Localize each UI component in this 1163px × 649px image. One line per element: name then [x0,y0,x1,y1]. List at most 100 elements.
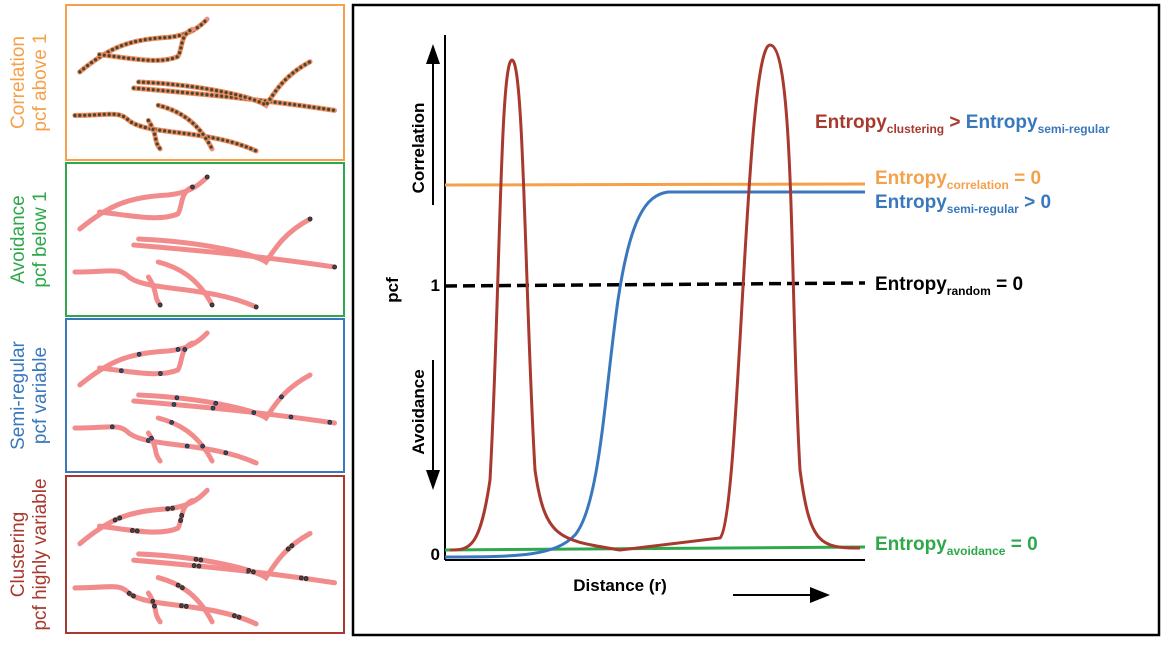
particle [94,58,98,62]
particle [138,38,142,42]
particle [183,115,187,119]
particle [73,113,77,117]
particle [171,506,175,510]
particle [83,113,87,117]
particle [134,122,138,126]
particle [191,121,195,125]
particle [135,529,139,533]
particle [176,90,180,94]
particle [287,74,291,78]
particle [107,112,111,116]
particle [194,557,198,561]
avoidance-curve [445,547,865,550]
particle [141,58,145,62]
panel-subtitle: pcf variable [30,347,51,444]
particle [220,94,224,98]
particle [146,118,150,122]
particle [136,57,140,61]
particle [249,147,253,151]
particle [307,60,311,64]
annotation-part: = 0 [1009,168,1041,189]
particle [171,82,175,86]
particle [168,130,172,134]
particle [280,395,284,399]
particle [197,564,201,568]
particle [207,141,211,145]
subscript: correlation [947,178,1009,192]
particle [210,88,214,92]
particle [170,108,174,112]
particle [284,78,288,82]
region-label: Correlation [409,103,428,194]
particle [211,406,215,410]
particle [90,61,94,65]
particle [143,38,147,42]
particle [181,83,185,87]
particle [214,401,218,405]
particle [170,56,174,60]
particle [132,594,136,598]
particle [290,544,294,548]
particle [146,58,150,62]
particle [137,352,141,356]
particle [176,583,180,587]
particle [277,85,281,89]
particle [117,113,121,117]
particle [205,87,209,91]
particle [184,32,188,36]
subscript: avoidance [947,544,1006,558]
particle [137,80,141,84]
particle [221,138,225,142]
x-arrow-head [810,587,830,603]
particle [175,396,179,400]
particle [112,112,116,116]
particle [151,58,155,62]
particle [152,604,156,608]
particle [195,92,199,96]
annotation-part: = 0 [991,274,1023,295]
particle [307,105,311,109]
clustering-curve [450,45,860,550]
panel-subtitle: pcf below 1 [30,191,51,287]
particle [142,80,146,84]
particle [302,104,306,108]
subscript: semi-regular [947,202,1019,216]
particle [156,103,160,107]
particle [118,516,122,520]
panel-title: Avoidance [8,195,29,283]
particle [327,107,331,111]
particle [158,36,162,40]
particle [126,117,130,121]
particle [219,89,223,93]
particle [200,92,204,96]
panel-title: Semi-regular [8,340,29,449]
particle [257,100,261,104]
particle [129,41,133,45]
particle [120,44,124,48]
particle [180,586,184,590]
particle [278,101,282,105]
particle [200,86,204,90]
particle [166,89,170,93]
particle [205,175,209,179]
particle [244,145,248,149]
particle [161,89,165,93]
particle [115,46,119,50]
annotations: Entropyclustering > Entropysemi-regularE… [815,112,1110,558]
particle [253,149,257,153]
particle [86,64,90,68]
particle [210,303,214,307]
particle [333,265,337,269]
particle [303,63,307,67]
particle [163,129,167,133]
up-arrow-head [426,44,440,64]
particle [170,420,174,424]
particle [154,137,158,141]
particle [199,558,203,562]
particle [131,57,135,61]
subscript: random [947,284,991,298]
particle [187,132,191,136]
particle [187,118,191,122]
particle [203,19,207,23]
particle [172,130,176,134]
